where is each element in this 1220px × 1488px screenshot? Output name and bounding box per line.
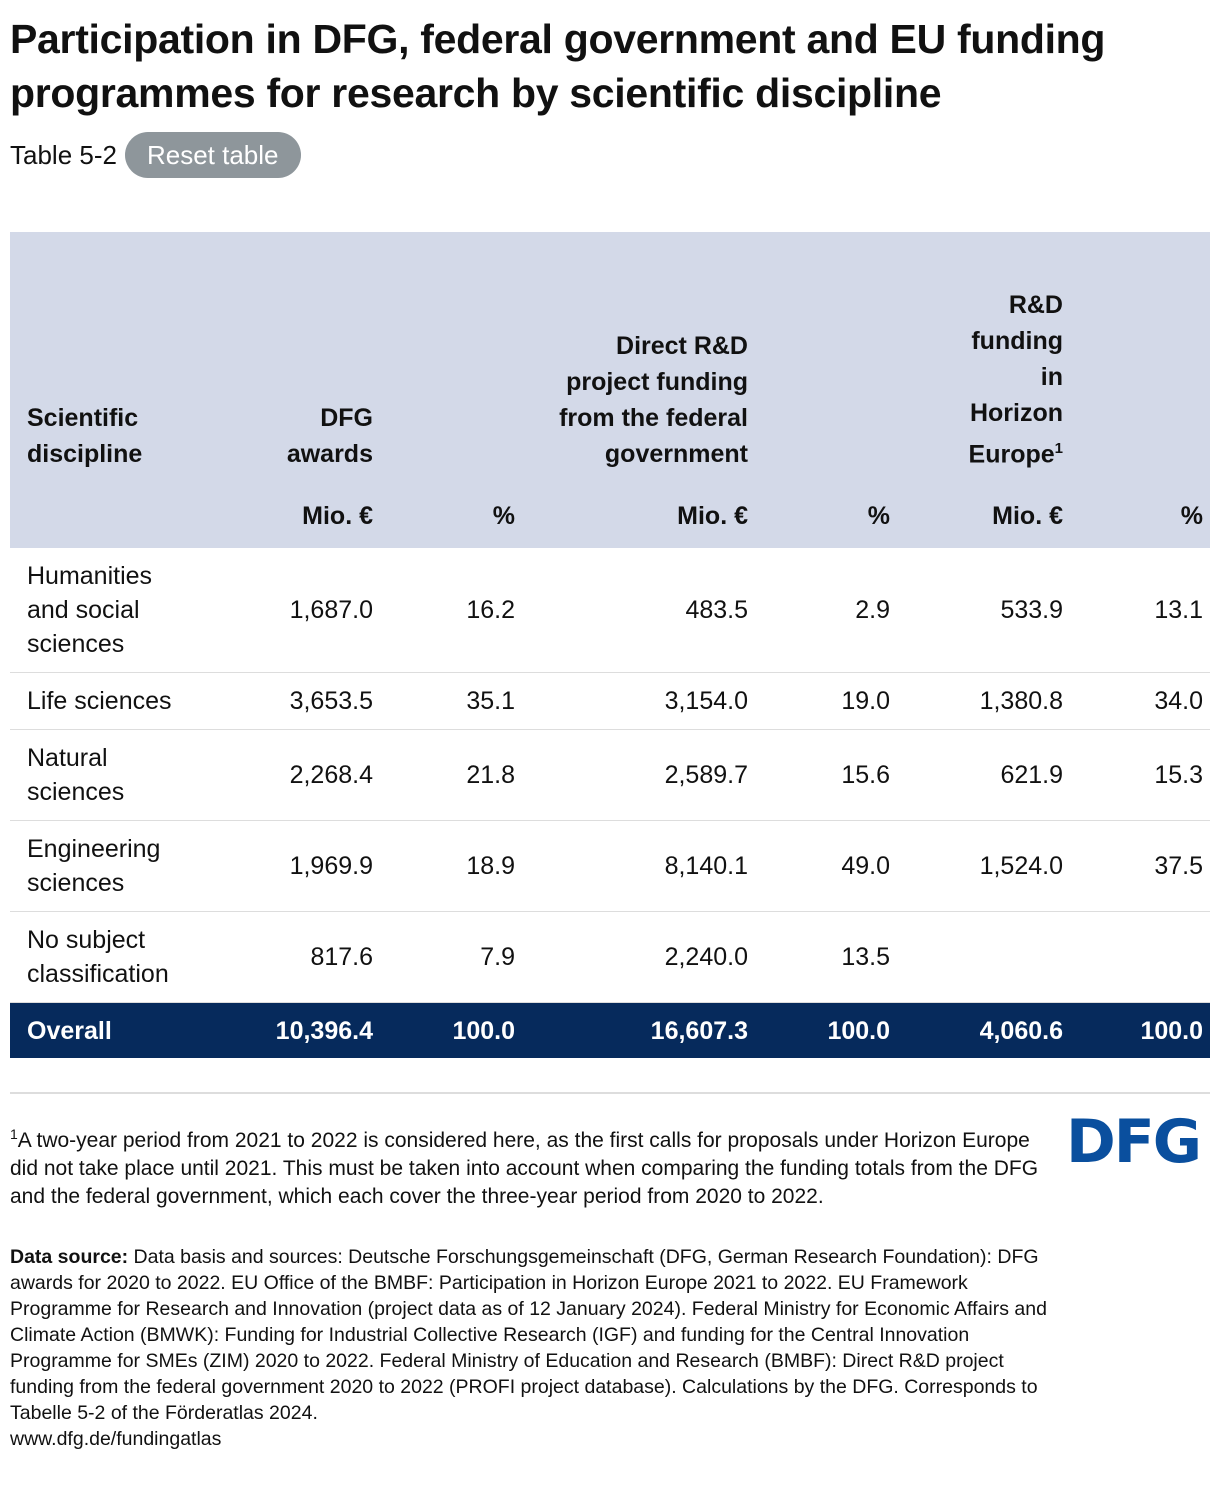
- table-row: Life sciences 3,653.5 35.1 3,154.0 19.0 1,380…: [10, 672, 1210, 730]
- page-title: Participation in DFG, federal government…: [10, 16, 1106, 116]
- total-value: 10,396.4: [275, 1016, 373, 1045]
- discipline-cell: Life sciences: [10, 672, 240, 730]
- value-cell: 35.1: [380, 672, 522, 730]
- value-cell: 49.0: [755, 820, 897, 912]
- unit-header[interactable]: Mio. €: [992, 502, 1063, 530]
- source-url: www.dfg.de/fundingatlas: [10, 1428, 222, 1450]
- value-cell: 3,154.0: [522, 672, 755, 730]
- total-value: 100.0: [827, 1016, 890, 1045]
- value-cell: 7.9: [380, 911, 522, 1003]
- value-cell: 3,653.5: [240, 672, 380, 730]
- value-cell: 2.9: [755, 548, 897, 673]
- dfg-logo: DFG: [1066, 1107, 1202, 1177]
- header-dfg-awards[interactable]: DFG awards: [286, 404, 373, 468]
- total-value: 100.0: [1140, 1016, 1203, 1045]
- header-horizon-europe[interactable]: R&D funding in Horizon Europe1: [968, 290, 1063, 468]
- discipline-cell: No subject classification: [10, 911, 240, 1003]
- value-cell: 621.9: [897, 729, 1070, 821]
- value-cell: 1,687.0: [240, 548, 380, 673]
- value-cell: 21.8: [380, 729, 522, 821]
- value-cell: 13.5: [755, 911, 897, 1003]
- value-cell: 15.3: [1070, 729, 1210, 821]
- total-row: Overall 10,396.4 100.0 16,607.3 100.0 4,060.6…: [10, 1002, 1210, 1058]
- value-cell: 16.2: [380, 548, 522, 673]
- value-cell: 1,969.9: [240, 820, 380, 912]
- value-cell: 2,268.4: [240, 729, 380, 821]
- value-cell: 817.6: [240, 911, 380, 1003]
- header-discipline[interactable]: Scientific discipline: [27, 404, 143, 468]
- value-cell: 483.5: [522, 548, 755, 673]
- footnote: 1A two-year period from 2021 to 2022 is …: [10, 1126, 1039, 1208]
- value-cell: 1,524.0: [897, 820, 1070, 912]
- value-cell: 15.6: [755, 729, 897, 821]
- table-row: No subject classification 817.6 7.9 2,240.0…: [10, 911, 1210, 1003]
- table-row: Humanities and social sciences 1,687.0 16.…: [10, 548, 1210, 673]
- value-cell: 13.1: [1070, 548, 1210, 673]
- data-table: Scientific discipline DFG awards Direct …: [10, 232, 1210, 1058]
- value-cell: [1070, 911, 1210, 1003]
- value-cell: [897, 911, 1070, 1003]
- total-label: Overall: [27, 1016, 112, 1045]
- header-federal-funding[interactable]: Direct R&D project funding from the fede…: [559, 332, 748, 468]
- total-value: 16,607.3: [650, 1016, 748, 1045]
- unit-header[interactable]: %: [1180, 502, 1203, 530]
- table-row: Natural sciences 2,268.4 21.8 2,589.7 15.6 62…: [10, 729, 1210, 821]
- total-value: 100.0: [452, 1016, 515, 1045]
- discipline-cell: Humanities and social sciences: [10, 548, 240, 673]
- value-cell: 18.9: [380, 820, 522, 912]
- value-cell: 2,589.7: [522, 729, 755, 821]
- table-label: Table 5-2: [10, 139, 117, 170]
- value-cell: 2,240.0: [522, 911, 755, 1003]
- value-cell: 533.9: [897, 548, 1070, 673]
- data-source: Data source: Data basis and sources: Deu…: [10, 1246, 1047, 1450]
- value-cell: 1,380.8: [897, 672, 1070, 730]
- value-cell: 34.0: [1070, 672, 1210, 730]
- total-value: 4,060.6: [979, 1016, 1063, 1045]
- value-cell: 37.5: [1070, 820, 1210, 912]
- unit-header[interactable]: %: [492, 502, 515, 530]
- table-caption: Table 5-2 Reset table: [10, 132, 301, 178]
- table-row: Engineering sciences 1,969.9 18.9 8,140.1 49…: [10, 820, 1210, 912]
- discipline-cell: Natural sciences: [10, 729, 240, 821]
- discipline-cell: Engineering sciences: [10, 820, 240, 912]
- divider: [10, 1092, 1210, 1094]
- value-cell: 8,140.1: [522, 820, 755, 912]
- value-cell: 19.0: [755, 672, 897, 730]
- unit-header[interactable]: Mio. €: [302, 502, 373, 530]
- reset-table-button[interactable]: Reset table: [124, 132, 301, 178]
- unit-header[interactable]: Mio. €: [677, 502, 748, 530]
- unit-header[interactable]: %: [867, 502, 890, 530]
